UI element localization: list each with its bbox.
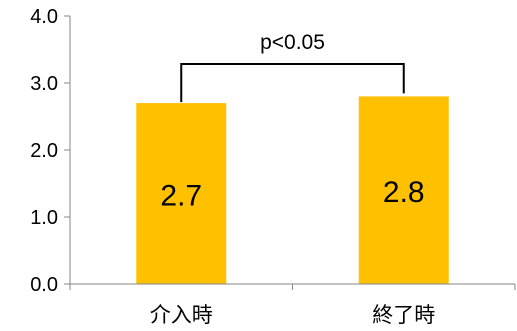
y-tick-label: 2.0 xyxy=(30,140,58,162)
axes xyxy=(69,16,516,290)
y-tick-label: 1.0 xyxy=(30,207,58,229)
x-tick-label: 介入時 xyxy=(150,303,213,327)
y-tick-label: 0.0 xyxy=(30,274,58,296)
significance-bracket xyxy=(180,63,405,103)
bar xyxy=(358,96,449,285)
bar xyxy=(136,103,227,284)
x-axis-tick-labels: 介入時 終了時 xyxy=(150,303,436,327)
bar-data-label: 2.8 xyxy=(383,176,425,209)
y-tick-label: 4.0 xyxy=(30,6,58,28)
y-axis-ticks: 0.0 1.0 2.0 3.0 4.0 xyxy=(30,6,70,296)
significance-label: p<0.05 xyxy=(260,31,325,54)
data-labels: 2.7 2.8 xyxy=(160,176,424,212)
x-tick-label: 終了時 xyxy=(372,303,435,327)
y-tick-label: 3.0 xyxy=(30,73,58,95)
bars xyxy=(136,96,449,285)
significance-annotation: p<0.05 xyxy=(180,31,405,103)
bar-data-label: 2.7 xyxy=(160,180,202,213)
